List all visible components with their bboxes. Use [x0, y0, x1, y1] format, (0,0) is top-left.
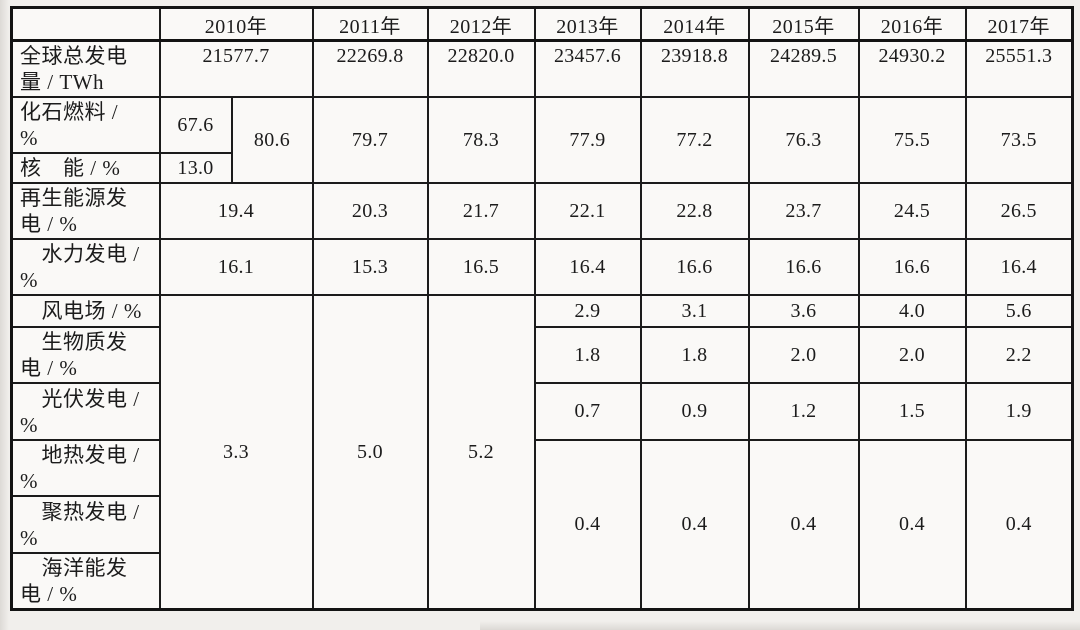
cell-hydro-2017: 16.4 — [964, 238, 1074, 296]
cell-pv-2017: 1.9 — [964, 382, 1074, 441]
row-geothermal: 地热发电 / % 0.4 0.4 0.4 0.4 0.4 — [10, 439, 1074, 611]
cell-geo-csp-ocean-2013: 0.4 — [533, 439, 642, 611]
cell-fossil-nuclear-2017: 73.5 — [964, 96, 1074, 184]
cell-fossil-nuclear-2013: 77.9 — [533, 96, 642, 184]
cell-new-renewables-2012: 5.2 — [426, 294, 536, 611]
cell-wind-2014: 3.1 — [639, 294, 750, 328]
label-biomass: 生物质发 电 / % — [10, 326, 161, 384]
cell-fossil-nuclear-2011: 79.7 — [311, 96, 429, 184]
cell-fossil-nuclear-2010: 80.6 — [230, 96, 314, 184]
cell-pv-2015: 1.2 — [747, 382, 860, 441]
cell-geo-csp-ocean-2015: 0.4 — [747, 439, 860, 611]
cell-wind-2015: 3.6 — [747, 294, 860, 328]
header-year-2014: 2014年 — [639, 6, 750, 42]
cell-new-renewables-2011: 5.0 — [311, 294, 429, 611]
cell-global-2017: 25551.3 — [964, 39, 1074, 98]
cell-hydro-2012: 16.5 — [426, 238, 536, 296]
cell-new-renewables-2010: 3.3 — [158, 294, 314, 611]
label-geothermal: 地热发电 / % — [10, 439, 161, 497]
cell-hydro-2014: 16.6 — [639, 238, 750, 296]
label-renewable: 再生能源发 电 / % — [10, 182, 161, 240]
cell-renewable-2016: 24.5 — [857, 182, 967, 240]
row-photovoltaic: 光伏发电 / % 0.7 0.9 1.2 1.5 1.9 — [10, 382, 1074, 441]
cell-nuclear-2010: 13.0 — [158, 152, 233, 184]
cell-renewable-2013: 22.1 — [533, 182, 642, 240]
header-year-2013: 2013年 — [533, 6, 642, 42]
cell-fossil-nuclear-2014: 77.2 — [639, 96, 750, 184]
cell-geo-csp-ocean-2016: 0.4 — [857, 439, 967, 611]
header-year-2017: 2017年 — [964, 6, 1074, 42]
row-hydro: 水力发电 / % 16.1 15.3 16.5 16.4 16.6 16.6 1… — [10, 238, 1074, 296]
cell-fossil-nuclear-2012: 78.3 — [426, 96, 536, 184]
cell-biomass-2017: 2.2 — [964, 326, 1074, 384]
row-global-generation: 全球总发电 量 / TWh 21577.7 22269.8 22820.0 23… — [10, 39, 1074, 98]
row-wind: 风电场 / % 3.3 5.0 5.2 2.9 3.1 3.6 4.0 5.6 — [10, 294, 1074, 611]
cell-biomass-2013: 1.8 — [533, 326, 642, 384]
cell-fossil-2010: 67.6 — [158, 96, 233, 154]
cell-geo-csp-ocean-2014: 0.4 — [639, 439, 750, 611]
row-fossil-fuel: 化石燃料 / % 67.6 80.6 79.7 78.3 77.9 77.2 7… — [10, 96, 1074, 184]
row-ocean-energy: 海洋能发 电 / % — [10, 552, 1073, 611]
label-global-generation: 全球总发电 量 / TWh — [10, 39, 161, 98]
cell-hydro-2010: 16.1 — [158, 238, 314, 296]
header-year-2015: 2015年 — [747, 6, 860, 42]
cell-fossil-nuclear-2015: 76.3 — [747, 96, 860, 184]
cell-biomass-2016: 2.0 — [857, 326, 967, 384]
cell-global-2010: 21577.7 — [158, 39, 314, 98]
label-fossil-fuel: 化石燃料 / % — [10, 96, 161, 154]
row-nuclear: 核 能 / % 13.0 — [10, 152, 1073, 184]
cell-global-2015: 24289.5 — [747, 39, 860, 98]
cell-biomass-2015: 2.0 — [747, 326, 860, 384]
cell-hydro-2015: 16.6 — [747, 238, 860, 296]
power-generation-table: 2010年 2011年 2012年 2013年 2014年 2015年 2016… — [10, 6, 1074, 611]
header-row: 2010年 2011年 2012年 2013年 2014年 2015年 2016… — [10, 6, 1074, 42]
cell-hydro-2016: 16.6 — [857, 238, 967, 296]
cell-biomass-2014: 1.8 — [639, 326, 750, 384]
label-hydro: 水力发电 / % — [10, 238, 161, 296]
header-year-2016: 2016年 — [857, 6, 967, 42]
cell-global-2013: 23457.6 — [533, 39, 642, 98]
row-biomass: 生物质发 电 / % 1.8 1.8 2.0 2.0 2.2 — [10, 326, 1074, 384]
cell-pv-2016: 1.5 — [857, 382, 967, 441]
header-year-2012: 2012年 — [426, 6, 536, 42]
cell-wind-2013: 2.9 — [533, 294, 642, 328]
cell-global-2012: 22820.0 — [426, 39, 536, 98]
scan-edge-shade — [0, 0, 9, 630]
cell-renewable-2017: 26.5 — [964, 182, 1074, 240]
header-year-2010: 2010年 — [158, 6, 314, 42]
label-wind: 风电场 / % — [10, 294, 161, 328]
cell-global-2011: 22269.8 — [311, 39, 429, 98]
row-renewable: 再生能源发 电 / % 19.4 20.3 21.7 22.1 22.8 23.… — [10, 182, 1074, 240]
cell-pv-2014: 0.9 — [639, 382, 750, 441]
cell-hydro-2011: 15.3 — [311, 238, 429, 296]
cell-global-2014: 23918.8 — [639, 39, 750, 98]
cell-renewable-2015: 23.7 — [747, 182, 860, 240]
cell-hydro-2013: 16.4 — [533, 238, 642, 296]
cell-wind-2017: 5.6 — [964, 294, 1074, 328]
scanned-page: 2010年 2011年 2012年 2013年 2014年 2015年 2016… — [10, 6, 1074, 611]
header-corner-cell — [10, 6, 161, 42]
label-ocean-energy: 海洋能发 电 / % — [10, 552, 161, 611]
row-concentrated-solar: 聚热发电 / % — [10, 495, 1073, 554]
cell-global-2016: 24930.2 — [857, 39, 967, 98]
cell-pv-2013: 0.7 — [533, 382, 642, 441]
label-concentrated-solar: 聚热发电 / % — [10, 495, 161, 554]
cell-wind-2016: 4.0 — [857, 294, 967, 328]
label-nuclear: 核 能 / % — [10, 152, 161, 184]
label-photovoltaic: 光伏发电 / % — [10, 382, 161, 441]
header-year-2011: 2011年 — [311, 6, 429, 42]
cell-fossil-nuclear-2016: 75.5 — [857, 96, 967, 184]
cell-renewable-2012: 21.7 — [426, 182, 536, 240]
cell-renewable-2010: 19.4 — [158, 182, 314, 240]
cell-renewable-2011: 20.3 — [311, 182, 429, 240]
cell-renewable-2014: 22.8 — [639, 182, 750, 240]
scan-bottom-shade — [480, 621, 1080, 630]
cell-geo-csp-ocean-2017: 0.4 — [964, 439, 1074, 611]
